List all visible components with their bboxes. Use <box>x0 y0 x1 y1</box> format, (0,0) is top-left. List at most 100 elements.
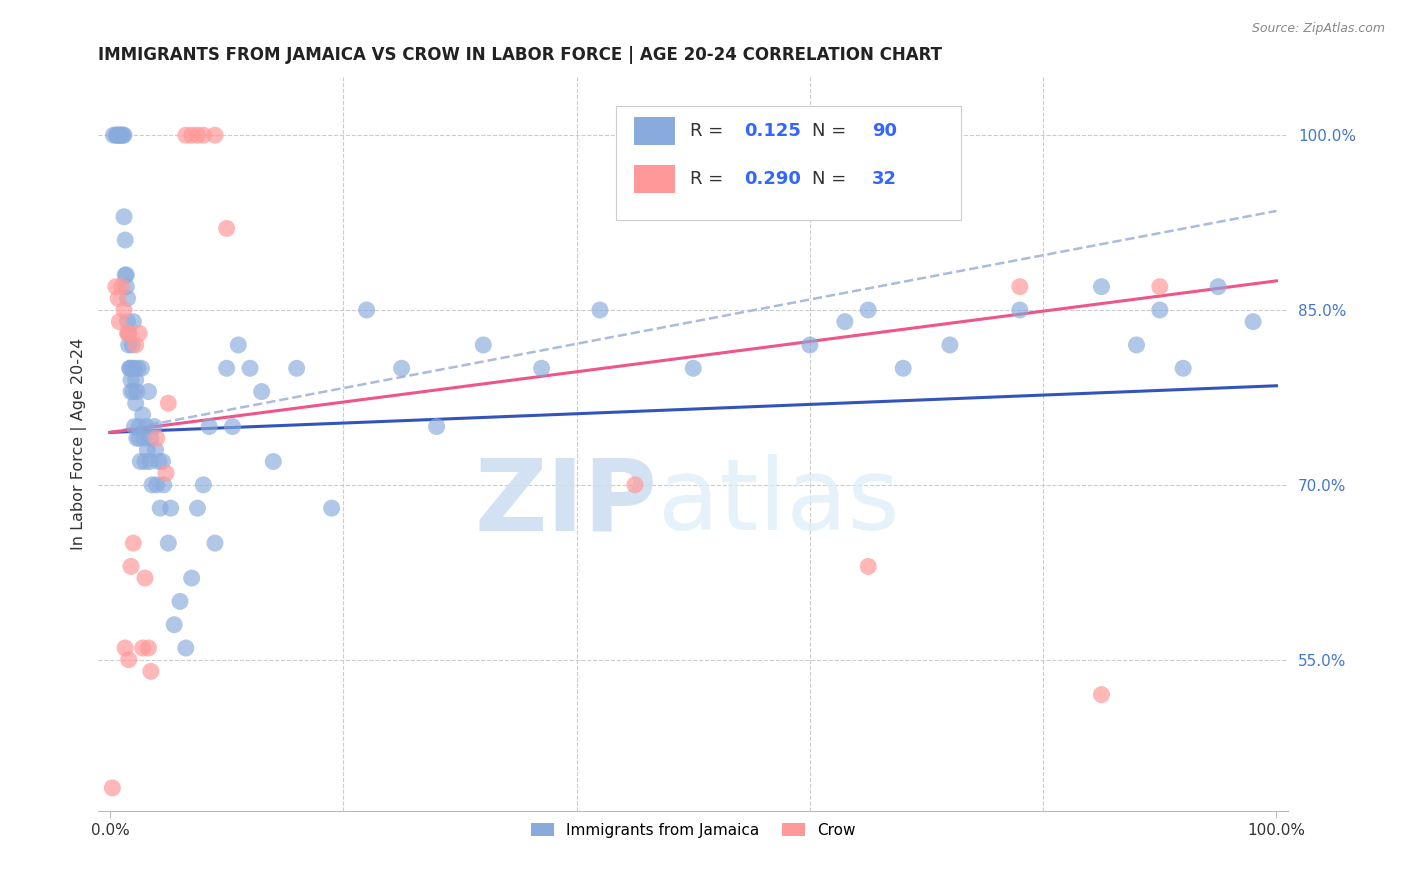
Text: 0.125: 0.125 <box>744 122 801 140</box>
Point <box>858 559 880 574</box>
Point <box>193 128 215 143</box>
Point <box>118 653 141 667</box>
Text: R =: R = <box>690 170 728 188</box>
Point <box>1149 279 1171 293</box>
Point <box>145 442 167 457</box>
Point <box>107 291 129 305</box>
Point <box>858 303 880 318</box>
Point <box>682 361 704 376</box>
Point <box>121 361 143 376</box>
Point <box>104 279 127 293</box>
Point <box>122 315 145 329</box>
Point <box>131 361 153 376</box>
Text: R =: R = <box>690 122 728 140</box>
FancyBboxPatch shape <box>616 106 960 220</box>
Point <box>159 501 181 516</box>
Point <box>426 419 449 434</box>
Point <box>141 478 163 492</box>
Point <box>115 268 138 282</box>
Point <box>174 128 197 143</box>
Point <box>1008 303 1031 318</box>
Point <box>108 128 131 143</box>
Point <box>138 454 160 468</box>
Point <box>124 396 146 410</box>
Point <box>120 559 142 574</box>
Point <box>118 326 141 341</box>
Point <box>111 279 134 293</box>
Point <box>129 454 152 468</box>
FancyBboxPatch shape <box>634 117 675 145</box>
Point <box>1008 279 1031 293</box>
Point <box>118 326 141 341</box>
Point <box>138 384 160 399</box>
Point <box>117 326 139 341</box>
Point <box>1125 338 1147 352</box>
Point <box>204 128 226 143</box>
Point <box>120 373 142 387</box>
Point <box>193 478 215 492</box>
Point <box>186 501 208 516</box>
Text: ZIP: ZIP <box>475 454 658 551</box>
Point <box>120 384 142 399</box>
Text: N =: N = <box>813 170 852 188</box>
Point <box>112 128 135 143</box>
Point <box>321 501 343 516</box>
Point <box>131 408 153 422</box>
Point <box>530 361 553 376</box>
Point <box>105 128 128 143</box>
Point <box>128 419 150 434</box>
Point <box>112 210 135 224</box>
Point <box>107 128 129 143</box>
Text: 32: 32 <box>872 170 897 188</box>
Y-axis label: In Labor Force | Age 20-24: In Labor Force | Age 20-24 <box>72 338 87 550</box>
Point <box>136 442 159 457</box>
Point <box>204 536 226 550</box>
Legend: Immigrants from Jamaica, Crow: Immigrants from Jamaica, Crow <box>524 817 862 844</box>
Text: N =: N = <box>813 122 852 140</box>
Point <box>198 419 221 434</box>
Point <box>228 338 250 352</box>
Point <box>262 454 284 468</box>
Point <box>285 361 308 376</box>
Point <box>391 361 413 376</box>
Point <box>124 361 146 376</box>
Point <box>1241 315 1264 329</box>
Point <box>122 536 145 550</box>
Point <box>1206 279 1229 293</box>
Point <box>134 571 156 585</box>
Point <box>624 478 647 492</box>
Point <box>135 419 157 434</box>
Point <box>125 431 148 445</box>
Point <box>124 373 146 387</box>
Point <box>128 431 150 445</box>
Point <box>117 291 139 305</box>
Point <box>134 454 156 468</box>
Point <box>180 128 202 143</box>
Point <box>117 315 139 329</box>
Point <box>180 571 202 585</box>
Point <box>115 279 138 293</box>
Point <box>152 478 174 492</box>
Point <box>111 128 134 143</box>
Point <box>139 431 162 445</box>
Point <box>799 338 821 352</box>
Point <box>1090 688 1112 702</box>
Point <box>114 233 136 247</box>
Point <box>111 128 134 143</box>
Text: 90: 90 <box>872 122 897 140</box>
Point <box>215 221 238 235</box>
Point <box>104 128 127 143</box>
Point <box>114 640 136 655</box>
Point <box>127 361 149 376</box>
Point <box>145 478 167 492</box>
Point <box>148 454 170 468</box>
Point <box>250 384 273 399</box>
Point <box>1090 279 1112 293</box>
Point <box>356 303 378 318</box>
Point <box>101 780 124 795</box>
Point <box>118 361 141 376</box>
Point <box>110 128 132 143</box>
Point <box>221 419 243 434</box>
Point <box>124 338 146 352</box>
Point <box>139 665 162 679</box>
